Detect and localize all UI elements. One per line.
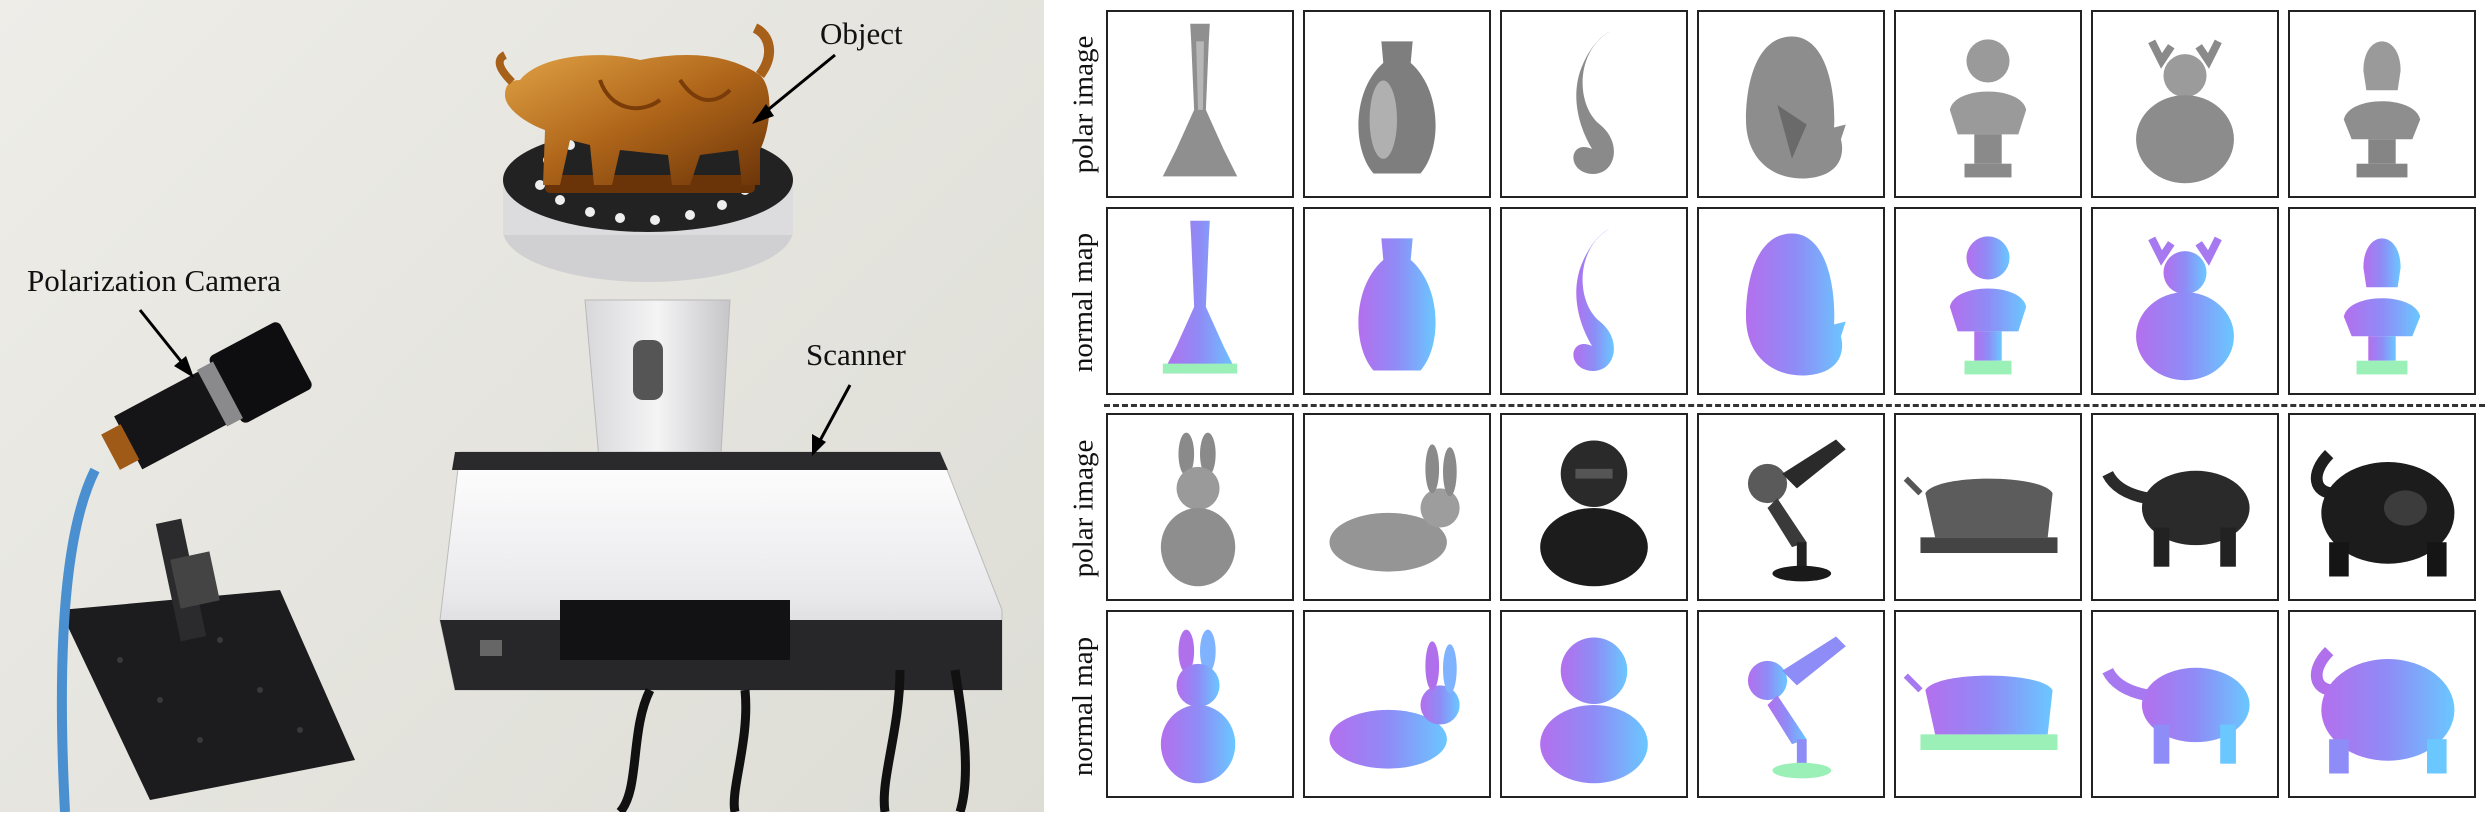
polar-image-bust-helmet — [2288, 10, 2476, 198]
split-divider — [1104, 404, 2485, 407]
polar-image-bird — [1697, 10, 1885, 198]
polarization-camera — [60, 320, 355, 812]
normal-map-breakdancer — [1697, 610, 1885, 798]
polarization-camera-label: Polarization Camera — [27, 263, 281, 299]
object-label: Object — [820, 16, 903, 52]
row-label-polar-bottom: polar image — [1064, 412, 1104, 604]
polar-image-bottle-vase — [1106, 10, 1294, 198]
setup-illustration — [0, 0, 1044, 812]
polar-image-swirl-sculpture — [1500, 10, 1688, 198]
normal-map-swirl-sculpture — [1500, 207, 1688, 395]
capture-setup-photo: Object Polarization Camera Scanner — [0, 0, 1044, 812]
scanner-label: Scanner — [806, 337, 906, 373]
polar-image-elephant-small — [2091, 413, 2279, 601]
normal-map-bull — [1894, 610, 2082, 798]
normal-map-bird — [1697, 207, 1885, 395]
row-label-normal-bottom: normal map — [1064, 610, 1104, 802]
normal-map-bottle-vase — [1106, 207, 1294, 395]
row-label-polar-top: polar image — [1064, 8, 1104, 200]
polar-image-bust-woman — [1894, 10, 2082, 198]
polar-image-elephant-large — [2288, 413, 2476, 601]
polar-image-moose — [2091, 10, 2279, 198]
polar-image-rabbit-sitting — [1106, 413, 1294, 601]
normal-map-moose — [2091, 207, 2279, 395]
normal-map-elephant-small — [2091, 610, 2279, 798]
normal-map-bust-woman — [1894, 207, 2082, 395]
polar-image-monk-figure — [1500, 413, 1688, 601]
polar-image-breakdancer — [1697, 413, 1885, 601]
row-label-normal-top: normal map — [1064, 206, 1104, 398]
polar-image-vase — [1303, 10, 1491, 198]
normal-map-monk-figure — [1500, 610, 1688, 798]
dataset-sample-grid: polar image normal map polar image norma… — [1044, 0, 2485, 819]
polar-image-bull — [1894, 413, 2082, 601]
normal-map-vase — [1303, 207, 1491, 395]
normal-map-rabbit-sitting — [1106, 610, 1294, 798]
scanner-device — [440, 452, 1002, 812]
normal-map-bust-helmet — [2288, 207, 2476, 395]
polar-image-rabbit-lying — [1303, 413, 1491, 601]
normal-map-rabbit-lying — [1303, 610, 1491, 798]
normal-map-elephant-large — [2288, 610, 2476, 798]
